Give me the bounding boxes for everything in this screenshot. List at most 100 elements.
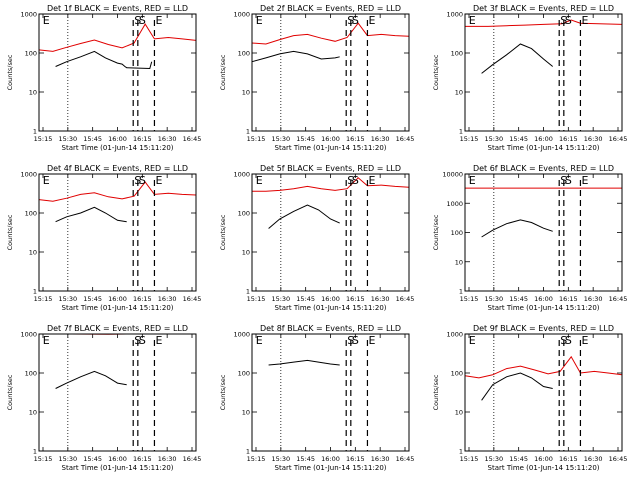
- x-tick-label: 16:45: [396, 295, 415, 303]
- y-tick-label: 1: [246, 288, 250, 296]
- y-tick-label: 1000: [233, 171, 250, 179]
- y-tick-label: 10000: [442, 171, 463, 179]
- marker-label: E: [368, 334, 375, 347]
- y-tick-label: 100: [25, 370, 37, 378]
- x-tick-label: 15:30: [484, 295, 503, 303]
- y-tick-label: 1000: [233, 11, 250, 19]
- plot-frame: [464, 173, 623, 292]
- marker-label: S: [352, 14, 359, 27]
- plot-panel-6: Det 6f BLACK = Events, RED = LLD 15:15 15:…: [432, 164, 627, 312]
- series-line-lld: [251, 22, 410, 45]
- plot-title: Det 2f BLACK = Events, RED = LLD: [260, 4, 401, 13]
- series-line-events: [481, 372, 553, 401]
- x-axis-title: Start Time (01-Jun-14 15:11:20): [62, 144, 174, 152]
- x-tick-label: 15:45: [83, 295, 102, 303]
- x-tick-label: 15:15: [460, 455, 479, 463]
- plot-title: Det 8f BLACK = Events, RED = LLD: [260, 324, 401, 333]
- x-tick-label: 16:45: [609, 135, 628, 143]
- y-axis-title: Counts/sec: [219, 214, 227, 250]
- x-tick-label: 16:30: [584, 135, 603, 143]
- marker-label: E: [581, 174, 588, 187]
- x-tick-label: 16:45: [183, 135, 202, 143]
- y-tick-label: 1: [33, 128, 37, 136]
- series-line-events: [55, 50, 153, 70]
- y-tick-label: 10: [242, 89, 250, 97]
- x-tick-label: 15:15: [247, 135, 266, 143]
- series-line-events: [268, 359, 340, 366]
- y-tick-label: 10: [29, 409, 37, 417]
- x-tick-label: 15:30: [271, 295, 290, 303]
- x-tick-label: 16:15: [559, 455, 578, 463]
- x-tick-label: 16:00: [321, 295, 340, 303]
- plot-title: Det 1f BLACK = Events, RED = LLD: [47, 4, 188, 13]
- x-tick-label: 16:00: [534, 295, 553, 303]
- x-tick-label: 15:45: [509, 295, 528, 303]
- x-axis-title: Start Time (01-Jun-14 15:11:20): [275, 464, 387, 472]
- x-tick-label: 16:00: [534, 455, 553, 463]
- series-line-events: [251, 50, 340, 63]
- x-tick-label: 15:45: [296, 135, 315, 143]
- series-line-events: [55, 370, 127, 389]
- x-tick-label: 16:15: [346, 295, 365, 303]
- x-tick-label: 16:15: [346, 455, 365, 463]
- x-axis-title: Start Time (01-Jun-14 15:11:20): [62, 464, 174, 472]
- plot-title: Det 7f BLACK = Events, RED = LLD: [47, 324, 188, 333]
- y-axis-title: Counts/sec: [219, 374, 227, 410]
- x-tick-label: 15:30: [271, 455, 290, 463]
- x-tick-label: 15:30: [484, 135, 503, 143]
- y-tick-label: 1: [459, 448, 463, 456]
- x-tick-label: 15:30: [58, 135, 77, 143]
- y-tick-label: 100: [25, 210, 37, 218]
- x-tick-label: 15:15: [34, 295, 53, 303]
- series-line-lld: [465, 19, 623, 27]
- y-tick-label: 100: [451, 50, 463, 58]
- x-tick-label: 15:15: [460, 135, 479, 143]
- y-axis-title: Counts/sec: [432, 214, 440, 250]
- x-tick-label: 15:30: [58, 455, 77, 463]
- y-tick-label: 100: [25, 50, 37, 58]
- x-tick-label: 15:45: [83, 135, 102, 143]
- x-axis-title: Start Time (01-Jun-14 15:11:20): [62, 304, 174, 312]
- x-tick-label: 15:15: [34, 455, 53, 463]
- y-tick-label: 10: [242, 409, 250, 417]
- marker-label: E: [581, 334, 588, 347]
- plot-frame: [251, 173, 410, 292]
- x-tick-label: 15:45: [83, 455, 102, 463]
- marker-label: S: [565, 334, 572, 347]
- x-axis-title: Start Time (01-Jun-14 15:11:20): [488, 464, 600, 472]
- x-tick-label: 15:30: [484, 455, 503, 463]
- x-tick-label: 15:15: [460, 295, 479, 303]
- plot-title: Det 4f BLACK = Events, RED = LLD: [47, 164, 188, 173]
- x-tick-label: 16:00: [321, 135, 340, 143]
- x-tick-label: 16:30: [158, 455, 177, 463]
- y-axis-title: Counts/sec: [432, 374, 440, 410]
- y-tick-label: 1000: [446, 11, 463, 19]
- y-axis-title: Counts/sec: [6, 214, 14, 250]
- x-tick-label: 16:30: [584, 295, 603, 303]
- x-tick-label: 16:30: [584, 455, 603, 463]
- x-tick-label: 16:00: [108, 295, 127, 303]
- y-tick-label: 10: [455, 409, 463, 417]
- x-tick-label: 16:45: [183, 455, 202, 463]
- series-line-events: [481, 43, 554, 74]
- plot-frame: [251, 333, 410, 452]
- plot-panel-9: Det 9f BLACK = Events, RED = LLD 15:15 15:…: [432, 324, 627, 472]
- series-line-events: [268, 204, 340, 229]
- marker-label: S: [565, 14, 572, 27]
- marker-label: E: [469, 174, 476, 187]
- marker-label: E: [155, 334, 162, 347]
- y-tick-label: 1: [246, 128, 250, 136]
- plot-frame: [464, 13, 623, 132]
- plot-panel-5: Det 5f BLACK = Events, RED = LLD 15:15 15:…: [219, 164, 414, 312]
- x-tick-label: 15:30: [271, 135, 290, 143]
- y-tick-label: 10: [242, 249, 250, 257]
- plot-frame: [38, 173, 197, 292]
- x-tick-label: 15:45: [296, 295, 315, 303]
- series-line-lld: [464, 355, 623, 379]
- y-axis-title: Counts/sec: [432, 54, 440, 90]
- x-tick-label: 16:15: [346, 135, 365, 143]
- y-tick-label: 100: [451, 229, 463, 237]
- marker-label: E: [43, 334, 50, 347]
- marker-label: E: [469, 334, 476, 347]
- x-tick-label: 15:15: [247, 295, 266, 303]
